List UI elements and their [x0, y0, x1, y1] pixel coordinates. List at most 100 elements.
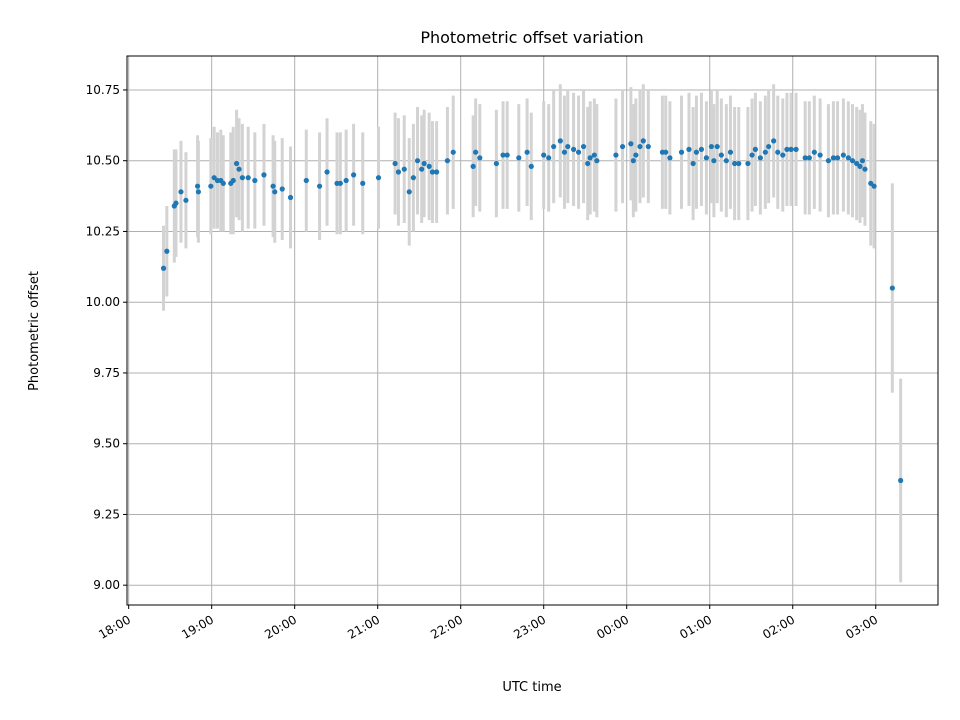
data-point [230, 177, 236, 184]
data-point [859, 158, 866, 164]
x-tick-label: 01:00 [677, 612, 714, 641]
data-point [561, 149, 568, 155]
data-point [220, 180, 226, 186]
data-point [757, 155, 763, 161]
data-point [825, 158, 832, 164]
data-point [421, 160, 427, 167]
data-point [780, 152, 786, 158]
data-point [470, 163, 476, 169]
data-point [500, 152, 506, 158]
x-tick-label: 22:00 [428, 612, 465, 641]
data-point [663, 149, 669, 155]
data-point [303, 177, 309, 184]
data-point [343, 177, 349, 184]
data-point [862, 166, 868, 172]
data-point [585, 160, 591, 167]
data-point [587, 155, 593, 161]
y-tick-label: 9.25 [93, 507, 120, 521]
data-point [434, 169, 440, 175]
data-point [775, 149, 781, 155]
data-point [473, 149, 479, 155]
x-tick-label: 03:00 [843, 612, 880, 641]
plot-frame [126, 55, 939, 606]
data-point [546, 155, 552, 161]
y-axis-ticks: 9.00 9.25 9.50 9.75 10.00 10.25 10.50 10.75 [86, 83, 127, 592]
data-point [173, 200, 179, 206]
data-point [817, 152, 823, 158]
data-point [195, 189, 201, 195]
data-point [324, 169, 330, 175]
data-point [619, 143, 626, 150]
x-tick-label: 00:00 [594, 612, 631, 641]
x-tick-label: 02:00 [760, 612, 797, 641]
data-point [245, 175, 251, 181]
data-point [541, 152, 547, 158]
data-point [633, 152, 639, 158]
data-point [410, 175, 416, 181]
x-tick-label: 23:00 [511, 612, 548, 641]
data-point [714, 143, 720, 150]
data-point [337, 180, 343, 186]
data-point [732, 160, 738, 167]
data-point [504, 152, 510, 158]
data-point [788, 146, 794, 152]
data-point [752, 146, 758, 152]
data-point [528, 163, 534, 169]
data-point [690, 160, 696, 167]
data-point [793, 146, 799, 152]
data-point [392, 160, 398, 167]
data-point [727, 149, 734, 155]
data-point [194, 183, 201, 189]
data-point [272, 189, 278, 195]
data-point [857, 163, 863, 169]
y-tick-label: 9.00 [93, 578, 120, 592]
data-point [580, 143, 587, 150]
data-point [686, 146, 692, 152]
data-point [594, 158, 600, 164]
data-point [698, 146, 705, 152]
data-point [834, 155, 841, 161]
data-point [565, 143, 571, 150]
data-point [830, 155, 837, 161]
data-point [630, 158, 636, 164]
data-point [628, 141, 634, 147]
data-point [351, 172, 357, 178]
data-point [233, 160, 240, 167]
data-point [703, 155, 710, 161]
data-point [252, 177, 258, 184]
data-point [708, 143, 714, 150]
y-tick-label: 10.25 [86, 224, 120, 238]
data-point [749, 152, 755, 158]
data-point [316, 183, 323, 189]
data-point [426, 163, 432, 169]
data-point [784, 146, 790, 152]
data-point [570, 146, 577, 152]
data-point [178, 189, 184, 195]
data-point [693, 149, 700, 155]
data-point [279, 186, 285, 192]
data-point [723, 158, 729, 164]
data-point [613, 152, 619, 158]
data-point [444, 158, 451, 164]
data-point [406, 189, 412, 195]
data-point [802, 155, 808, 161]
chart-title: Photometric offset variation [420, 28, 643, 47]
data-point [183, 197, 189, 203]
x-axis-label: UTC time [502, 680, 561, 695]
data-point [766, 143, 772, 150]
data-point [667, 155, 673, 161]
data-point [718, 152, 724, 158]
data-point [575, 149, 582, 155]
data-point [898, 477, 904, 484]
y-tick-label: 10.00 [86, 295, 120, 309]
data-point [450, 149, 456, 155]
data-point [849, 158, 856, 164]
data-point [871, 183, 877, 189]
x-tick-label: 21:00 [345, 612, 382, 641]
data-point [640, 138, 646, 144]
x-axis-ticks: 18:00 19:00 20:00 21:00 22:00 23:00 00:00 01:00… [96, 605, 880, 642]
data-point [429, 169, 436, 175]
data-point [889, 285, 895, 291]
x-tick-label: 20:00 [262, 612, 299, 641]
data-point [516, 155, 522, 161]
